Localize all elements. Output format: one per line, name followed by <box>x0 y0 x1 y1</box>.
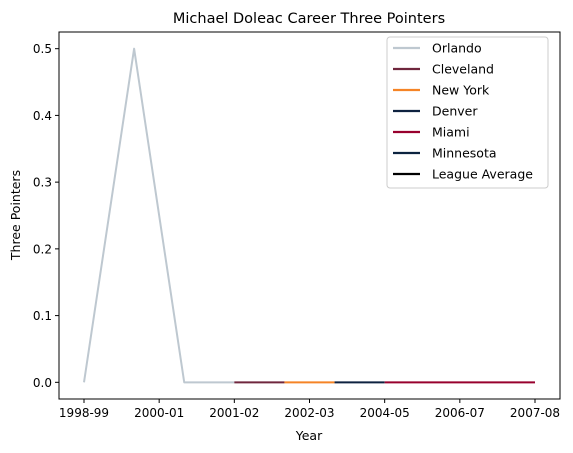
y-tick-label: 0.4 <box>33 109 52 123</box>
x-tick-label: 2000-01 <box>134 406 184 420</box>
series-line-0 <box>83 47 235 384</box>
y-axis: 0.0 0.1 0.2 0.3 0.4 0.5 <box>33 42 59 390</box>
legend-label: League Average <box>432 167 533 182</box>
legend-label: Minnesota <box>432 146 497 161</box>
y-tick-label: 0.1 <box>33 309 52 323</box>
y-tick-label: 0.3 <box>33 176 52 190</box>
legend-label: New York <box>432 83 490 98</box>
y-axis-label: Three Pointers <box>8 170 23 261</box>
x-tick-label: 2007-08 <box>510 406 560 420</box>
legend-label: Denver <box>432 104 478 119</box>
legend: Orlando Cleveland New York Denver Miami Minne… <box>386 36 549 189</box>
y-tick-label: 0.2 <box>33 242 52 256</box>
legend-label: Orlando <box>432 41 482 56</box>
x-axis-label: Year <box>295 428 323 443</box>
chart-title: Michael Doleac Career Three Pointers <box>173 11 445 27</box>
x-tick-label: 2004-05 <box>360 406 410 420</box>
plot-lines <box>83 47 535 384</box>
legend-frame <box>386 36 549 189</box>
legend-label: Miami <box>432 125 470 140</box>
x-axis: 1998-99 2000-01 2001-02 2002-03 2004-05 2006-… <box>59 399 560 420</box>
y-tick-label: 0.5 <box>33 42 52 56</box>
x-tick-label: 2006-07 <box>435 406 485 420</box>
legend-label: Cleveland <box>432 62 494 77</box>
x-tick-label: 2002-03 <box>284 406 334 420</box>
x-tick-label: 2001-02 <box>209 406 259 420</box>
y-tick-label: 0.0 <box>33 376 52 390</box>
x-tick-label: 1998-99 <box>59 406 109 420</box>
